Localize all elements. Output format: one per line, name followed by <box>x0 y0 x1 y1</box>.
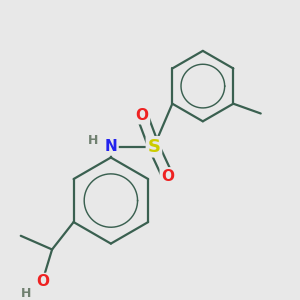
Text: S: S <box>147 138 161 156</box>
Text: O: O <box>136 108 149 123</box>
Text: O: O <box>36 274 49 289</box>
Text: O: O <box>161 169 174 184</box>
Text: H: H <box>20 287 31 300</box>
Text: N: N <box>104 139 117 154</box>
Text: H: H <box>88 134 98 147</box>
